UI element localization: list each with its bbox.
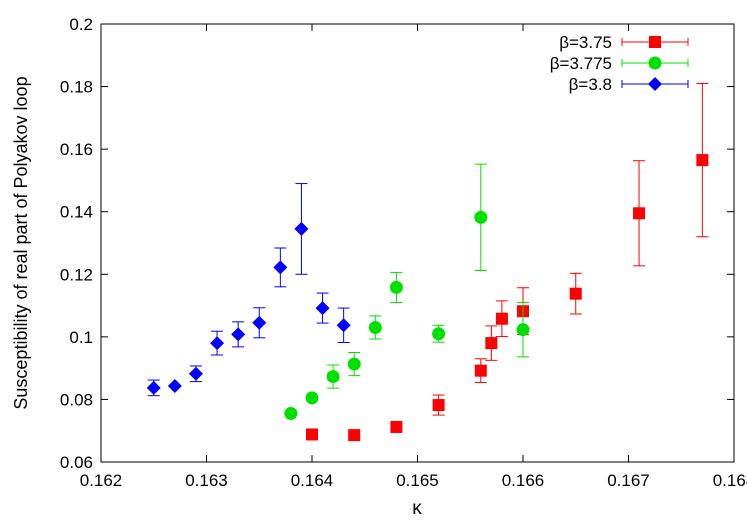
data-point (495, 312, 508, 325)
data-point (315, 301, 330, 316)
y-tick-label: 0.06 (60, 453, 93, 472)
y-tick-label: 0.2 (69, 15, 93, 34)
data-point (348, 429, 361, 442)
data-point (389, 280, 403, 294)
x-axis: 0.162 0.163 0.164 0.165 0.166 0.167 0.168 (80, 24, 747, 490)
legend-label: β=3.775 (550, 54, 612, 73)
legend-marker (648, 77, 662, 91)
data-point (432, 399, 445, 412)
data-series (146, 82, 709, 442)
y-axis-label: Susceptibility of real part of Polyakov … (11, 76, 31, 409)
x-tick-label: 0.166 (502, 471, 545, 490)
x-tick-label: 0.168 (713, 471, 747, 490)
x-tick-label: 0.167 (607, 471, 650, 490)
x-tick-label: 0.162 (80, 471, 123, 490)
data-point (474, 364, 487, 377)
data-point (326, 370, 340, 384)
data-point (231, 327, 246, 342)
data-point (294, 221, 309, 236)
data-point (306, 428, 318, 441)
y-tick-label: 0.18 (60, 78, 93, 97)
data-point (284, 407, 298, 421)
data-point (336, 318, 351, 333)
data-point (167, 378, 182, 393)
y-tick-label: 0.1 (69, 328, 93, 347)
data-point (432, 327, 446, 341)
legend-marker (649, 36, 661, 48)
y-tick-label: 0.08 (60, 390, 93, 409)
data-point (210, 336, 225, 351)
data-point (368, 320, 382, 334)
data-point (485, 337, 498, 350)
data-point (569, 287, 582, 300)
data-point (273, 260, 288, 275)
data-point (474, 210, 488, 224)
data-point (347, 357, 361, 371)
x-tick-label: 0.165 (396, 471, 439, 490)
legend-label: β=3.75 (559, 33, 612, 52)
series-square (306, 82, 709, 442)
data-point (252, 315, 267, 330)
y-tick-label: 0.16 (60, 140, 93, 159)
data-point (516, 323, 530, 337)
data-point (305, 391, 319, 405)
x-tick-label: 0.163 (185, 471, 228, 490)
legend-label: β=3.8 (569, 75, 612, 94)
legend-marker (648, 56, 662, 70)
series-circle (284, 163, 530, 421)
series-diamond (146, 183, 351, 397)
y-axis: 0.06 0.08 0.1 0.12 0.14 0.16 0.18 0.2 (60, 15, 734, 472)
data-point (188, 366, 203, 381)
y-tick-label: 0.12 (60, 265, 93, 284)
x-tick-label: 0.164 (291, 471, 334, 490)
y-tick-label: 0.14 (60, 203, 93, 222)
data-point (146, 380, 161, 395)
data-point (390, 420, 403, 433)
data-point (696, 154, 709, 167)
legend: β=3.75 β=3.775 β=3.8 (550, 33, 689, 94)
x-axis-label: κ (412, 498, 422, 519)
data-point (633, 207, 646, 220)
